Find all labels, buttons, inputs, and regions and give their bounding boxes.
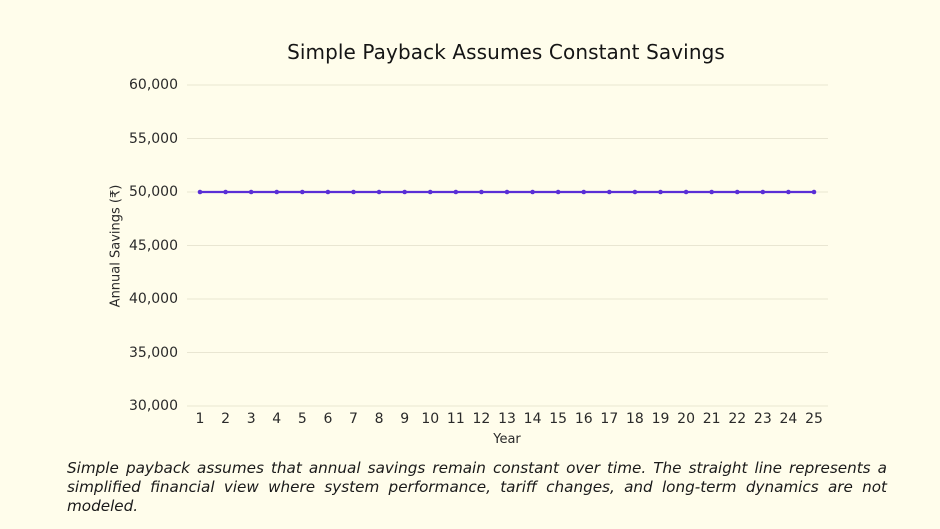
data-point: [555, 189, 561, 195]
gridlines: [187, 84, 828, 407]
data-point: [811, 189, 817, 195]
x-tick-label: 13: [498, 411, 516, 427]
x-tick-label: 22: [728, 411, 747, 427]
x-tick-label: 23: [753, 411, 772, 427]
x-tick-label: 15: [549, 411, 568, 427]
y-tick-label: 30,000: [129, 398, 178, 414]
data-point: [760, 189, 766, 195]
data-point: [504, 189, 510, 195]
chart-caption: Simple payback assumes that annual savin…: [67, 459, 887, 515]
data-point: [197, 189, 203, 195]
data-point: [607, 189, 612, 195]
y-tick-label: 55,000: [129, 130, 178, 147]
data-point: [658, 189, 663, 195]
x-tick-label: 11: [446, 411, 465, 427]
x-tick-label: 17: [600, 411, 619, 427]
x-tick-label: 25: [805, 411, 823, 427]
x-tick-label: 24: [779, 411, 798, 427]
x-tick-label: 5: [297, 411, 307, 427]
data-point: [402, 189, 407, 195]
x-tick-label: 4: [272, 411, 282, 427]
y-tick-label: 60,000: [129, 77, 178, 93]
data-point: [325, 189, 331, 195]
x-tick-label: 8: [374, 411, 384, 427]
data-point: [223, 189, 228, 195]
y-tick-label: 50,000: [129, 184, 178, 200]
x-tick-label: 9: [400, 411, 410, 427]
data-point: [376, 189, 382, 195]
data-point: [581, 189, 587, 195]
y-tick-label: 40,000: [129, 291, 178, 307]
chart-title: Simple Payback Assumes Constant Savings: [287, 40, 725, 64]
data-point: [734, 189, 740, 195]
data-point: [351, 189, 356, 195]
x-tick-label: 2: [221, 411, 231, 427]
x-tick-label: 12: [472, 411, 491, 427]
x-axis-label: Year: [493, 432, 521, 447]
x-tick-label: 18: [625, 411, 644, 427]
y-tick-label: 35,000: [129, 344, 178, 361]
data-point: [427, 189, 433, 195]
x-tick-label: 6: [323, 411, 333, 427]
x-tick-label: 1: [195, 411, 205, 427]
data-point: [709, 189, 714, 195]
x-tick-label: 10: [421, 411, 440, 427]
x-tick-label: 16: [574, 411, 593, 427]
x-tick-label: 7: [349, 411, 358, 427]
x-tick-label: 3: [246, 411, 256, 427]
data-point: [248, 189, 254, 195]
data-point: [530, 189, 535, 195]
x-tick-label: 14: [523, 411, 542, 427]
data-point: [274, 189, 280, 195]
data-point: [683, 189, 689, 195]
data-series: [197, 189, 817, 195]
x-tick-label: 21: [702, 411, 721, 427]
data-point: [632, 189, 638, 195]
x-tick-label: 19: [651, 411, 670, 427]
y-tick-label: 45,000: [129, 237, 178, 254]
data-point: [479, 189, 484, 195]
data-point: [786, 189, 791, 195]
data-point: [300, 189, 305, 195]
x-tick-label: 20: [677, 411, 695, 427]
data-point: [453, 189, 459, 195]
